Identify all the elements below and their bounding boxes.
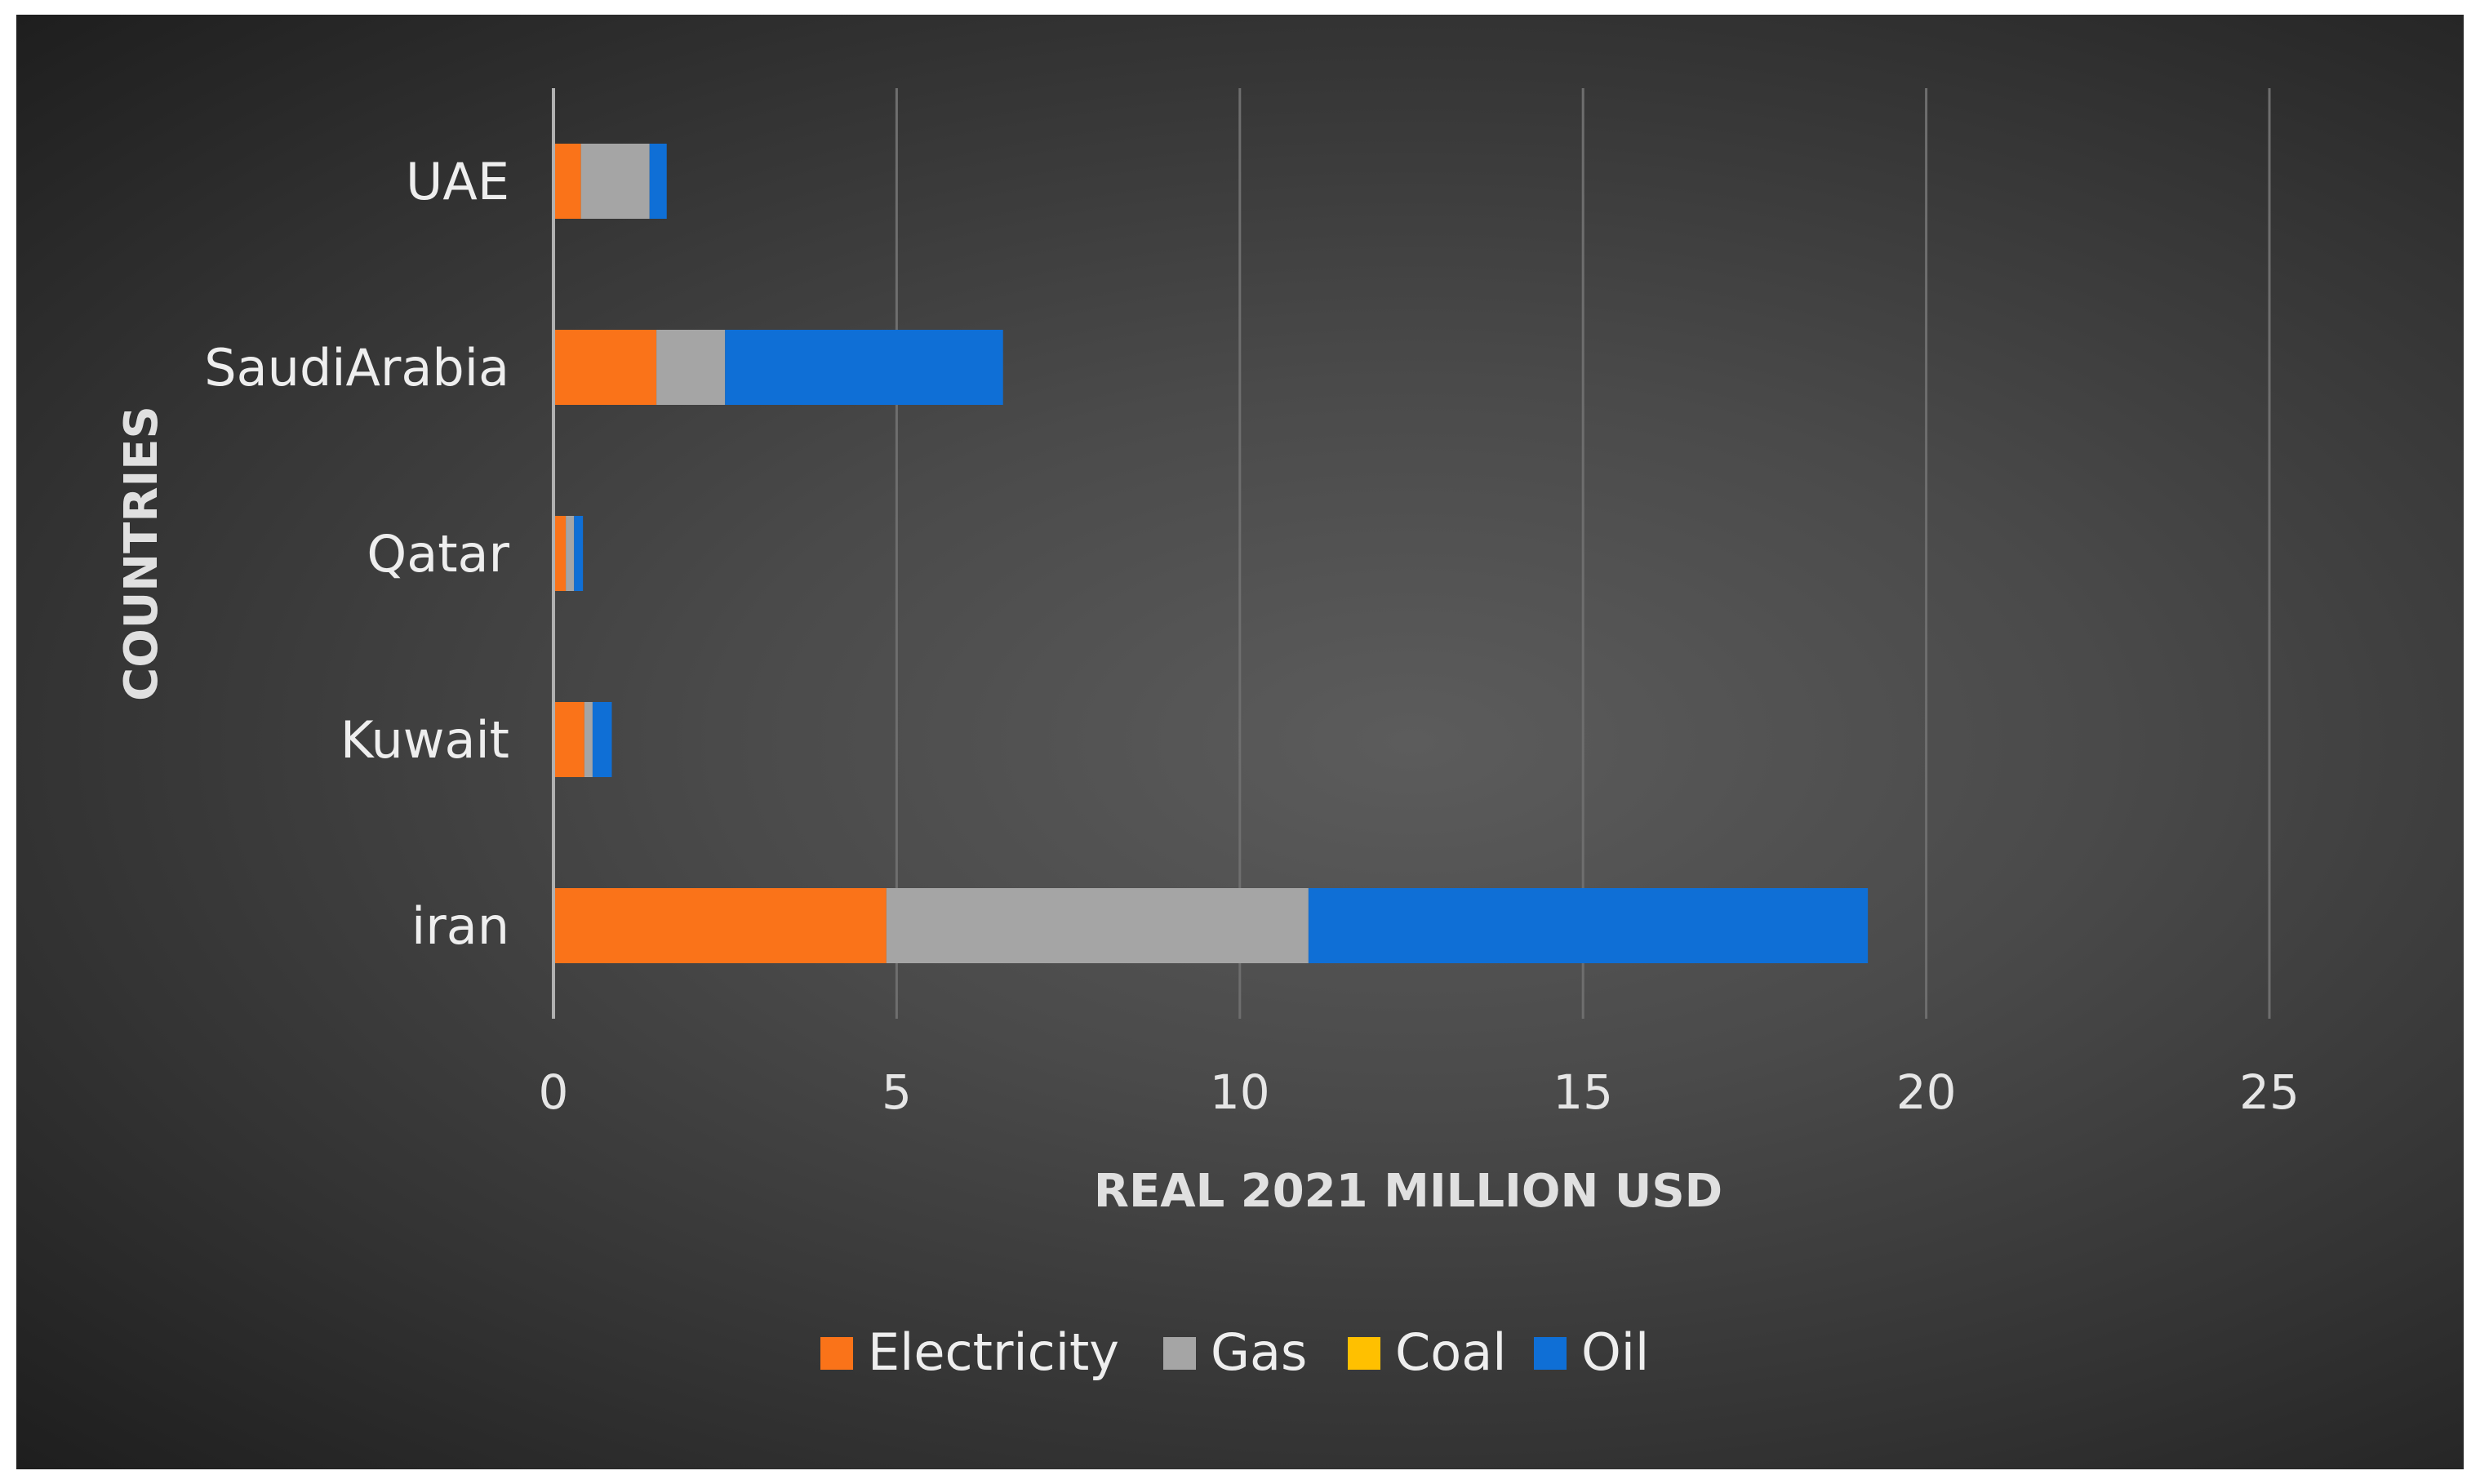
- legend-swatch-electricity: [820, 1337, 853, 1370]
- x-tick-label: 20: [1896, 1064, 1957, 1120]
- bar-segment-gas-saudiarabia: [656, 330, 726, 405]
- x-tick-label: 25: [2239, 1064, 2300, 1120]
- legend-label-electricity: Electricity: [868, 1322, 1119, 1382]
- bar-segment-oil-qatar: [574, 516, 584, 591]
- category-label: UAE: [406, 152, 509, 211]
- category-labels: iran Kuwait Qatar SaudiArabia UAE: [204, 152, 509, 956]
- gridlines: [895, 88, 2271, 1019]
- bar-segment-gas-kuwait: [584, 702, 593, 777]
- x-tick-label: 15: [1553, 1064, 1613, 1120]
- stacked-bar-chart: 0 5 10 15 20 25 iran Kuwait Qatar SaudiArabia UAE…: [115, 88, 2300, 1382]
- bar-segment-electricity-qatar: [553, 516, 567, 591]
- x-axis-title: REAL 2021 MILLION USD: [1094, 1165, 1722, 1218]
- bar-segment-gas-uae: [580, 144, 650, 219]
- legend-swatch-gas: [1163, 1337, 1196, 1370]
- category-label: iran: [411, 896, 509, 956]
- legend-swatch-oil: [1534, 1337, 1567, 1370]
- legend-label-oil: Oil: [1581, 1322, 1649, 1382]
- x-tick-label: 10: [1210, 1064, 1270, 1120]
- legend-swatch-coal: [1348, 1337, 1380, 1370]
- bar-segment-gas-iran: [886, 888, 1309, 963]
- bar-segment-gas-qatar: [566, 516, 575, 591]
- bar-segment-oil-uae: [649, 144, 667, 219]
- legend-label-gas: Gas: [1211, 1322, 1307, 1382]
- bar-segment-electricity-saudiarabia: [553, 330, 657, 405]
- bar-segment-oil-kuwait: [592, 702, 612, 777]
- chart-panel: 0 5 10 15 20 25 iran Kuwait Qatar SaudiArabia UAE…: [16, 15, 2464, 1469]
- bar-segment-electricity-uae: [553, 144, 581, 219]
- legend-label-coal: Coal: [1395, 1322, 1506, 1382]
- bars: [553, 144, 1869, 963]
- bar-segment-oil-iran: [1308, 888, 1869, 963]
- x-tick-labels: 0 5 10 15 20 25: [539, 1064, 2300, 1120]
- category-label: SaudiArabia: [204, 338, 509, 398]
- x-tick-label: 0: [539, 1064, 569, 1120]
- bar-segment-electricity-kuwait: [553, 702, 584, 777]
- x-tick-label: 5: [882, 1064, 912, 1120]
- category-label: Qatar: [367, 524, 509, 584]
- legend: Electricity Gas Coal Oil: [820, 1322, 1649, 1382]
- category-label: Kuwait: [340, 710, 509, 770]
- bar-segment-oil-saudiarabia: [725, 330, 1003, 405]
- bar-segment-electricity-iran: [553, 888, 887, 963]
- y-axis-title: COUNTRIES: [115, 406, 168, 701]
